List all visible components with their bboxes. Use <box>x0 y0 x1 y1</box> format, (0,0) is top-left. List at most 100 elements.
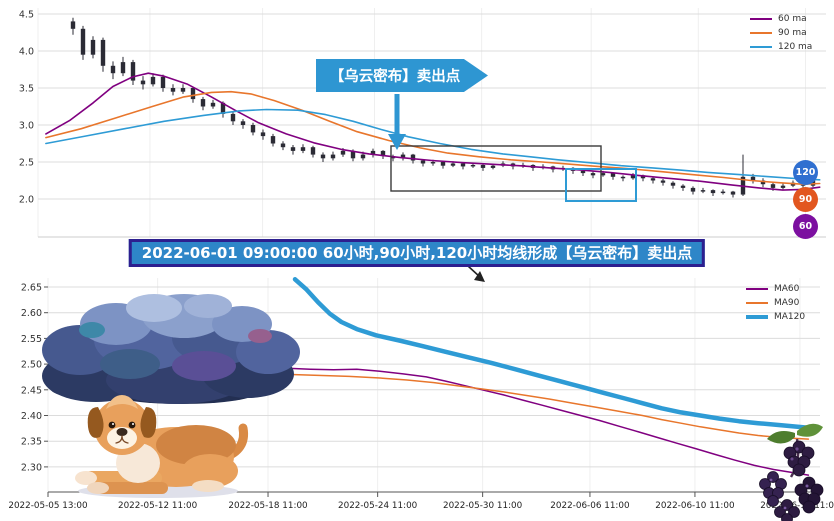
signal-banner: 2022-06-01 09:00:00 60小时,90小时,120小时均线形成【… <box>128 239 706 267</box>
bottom-x-tick-label: 2022-05-30 11:00 <box>443 501 523 511</box>
badge-90: 90 <box>793 187 818 212</box>
candle-body <box>170 88 176 92</box>
candle-body <box>440 162 446 166</box>
candle-body <box>70 21 76 29</box>
bottom-chart-legend: MA60 MA90 MA120 <box>746 284 805 322</box>
blue-highlight-box <box>565 168 637 202</box>
candle-body <box>690 187 696 192</box>
candle-body <box>280 143 286 148</box>
ma60-line-top <box>45 72 821 191</box>
candle-body <box>650 178 656 181</box>
bottom-x-tick-label: 2022-05-05 13:00 <box>8 501 88 511</box>
candle-body <box>370 150 376 155</box>
candle-body <box>150 76 156 85</box>
legend-label-MA60: MA60 <box>774 284 800 294</box>
candle-body <box>100 39 106 66</box>
candle-body <box>230 113 236 122</box>
ma90-line-top <box>45 90 821 185</box>
legend-item-90ma: 90 ma <box>750 28 812 38</box>
candle-body <box>620 176 626 179</box>
top-y-tick-label: 3.0 <box>19 121 34 132</box>
top-chart-legend: 60 ma 90 ma 120 ma <box>750 14 812 52</box>
swatch-ma60 <box>746 288 768 290</box>
candle-body <box>200 99 206 107</box>
candle-body <box>720 191 726 194</box>
top-y-tick-label: 4.5 <box>19 10 34 21</box>
candle-body <box>210 102 216 107</box>
legend-item-120ma: 120 ma <box>750 42 812 52</box>
bottom-x-tick-label: 2022-05-24 11:00 <box>338 501 418 511</box>
candle-body <box>290 147 296 151</box>
bottom-x-tick-label: 2022-05-12 11:00 <box>118 501 198 511</box>
bottom-x-tick-label: 2022-05-18 11:00 <box>228 501 308 511</box>
top-y-tick-label: 3.5 <box>19 84 34 95</box>
candle-body <box>340 150 346 155</box>
legend-item-MA120: MA120 <box>746 312 805 322</box>
ma120-line-top <box>45 108 821 181</box>
candle-body <box>400 154 406 159</box>
candle-body <box>590 173 596 176</box>
candle-body <box>190 88 196 100</box>
bottom-y-tick-label: 2.30 <box>21 462 42 473</box>
swatch-ma120 <box>746 315 768 319</box>
legend-item-MA90: MA90 <box>746 298 805 308</box>
candle-body <box>310 147 316 155</box>
banner-arrow-head <box>474 271 485 282</box>
candle-body <box>240 121 246 125</box>
candle-body <box>780 185 786 188</box>
top-y-tick-label: 2.0 <box>19 195 34 206</box>
bottom-x-tick-label: 2022-06-06 11:00 <box>550 501 630 511</box>
candle-body <box>630 175 636 179</box>
candle-body <box>450 163 456 166</box>
candle-body <box>380 150 386 157</box>
swatch-120ma <box>750 46 772 48</box>
bottom-y-tick-label: 2.60 <box>21 308 42 319</box>
candle-body <box>680 185 686 188</box>
bottom-y-tick-label: 2.35 <box>21 437 42 448</box>
candle-body <box>260 132 266 137</box>
down-arrow-head <box>388 134 406 150</box>
candle-body <box>110 65 116 74</box>
top-y-tick-label: 4.0 <box>19 47 34 58</box>
legend-label-MA90: MA90 <box>774 298 800 308</box>
candle-body <box>80 28 86 55</box>
legend-label-120ma: 120 ma <box>778 42 813 52</box>
candle-body <box>460 163 466 167</box>
bottom-x-tick-label: 2022-06-10 11:00 <box>655 501 735 511</box>
candle-body <box>730 191 736 195</box>
swatch-90ma <box>750 32 772 34</box>
candle-body <box>700 190 706 192</box>
candle-body <box>270 136 276 144</box>
candle-body <box>350 150 356 159</box>
candle-body <box>580 170 586 174</box>
ma120-line-bottom <box>292 277 811 431</box>
ma60-line-bottom <box>286 367 810 476</box>
candle-body <box>180 88 186 92</box>
candle-body <box>220 102 226 114</box>
legend-item-60ma: 60 ma <box>750 14 812 24</box>
candle-body <box>490 165 496 168</box>
candle-body <box>90 39 96 55</box>
swatch-60ma <box>750 18 772 20</box>
legend-label-60ma: 60 ma <box>778 14 807 24</box>
candle-body <box>120 62 126 74</box>
candle-body <box>610 173 616 177</box>
candle-body <box>600 173 606 176</box>
candle-body <box>770 184 776 188</box>
bottom-y-tick-label: 2.50 <box>21 360 42 371</box>
candle-body <box>670 182 676 186</box>
candle-body <box>760 180 766 185</box>
candle-body <box>140 80 146 85</box>
candle-body <box>480 164 486 168</box>
candle-body <box>640 175 646 179</box>
bottom-y-tick-label: 2.45 <box>21 385 42 396</box>
blackberry-illustration <box>759 423 824 521</box>
bottom-y-tick-label: 2.40 <box>21 411 42 422</box>
legend-label-MA120: MA120 <box>774 312 806 322</box>
candle-body <box>430 162 436 164</box>
candle-body <box>470 164 476 167</box>
dark-cloud-sell-callout: 【乌云密布】卖出点 <box>316 59 488 92</box>
candle-body <box>660 180 666 183</box>
